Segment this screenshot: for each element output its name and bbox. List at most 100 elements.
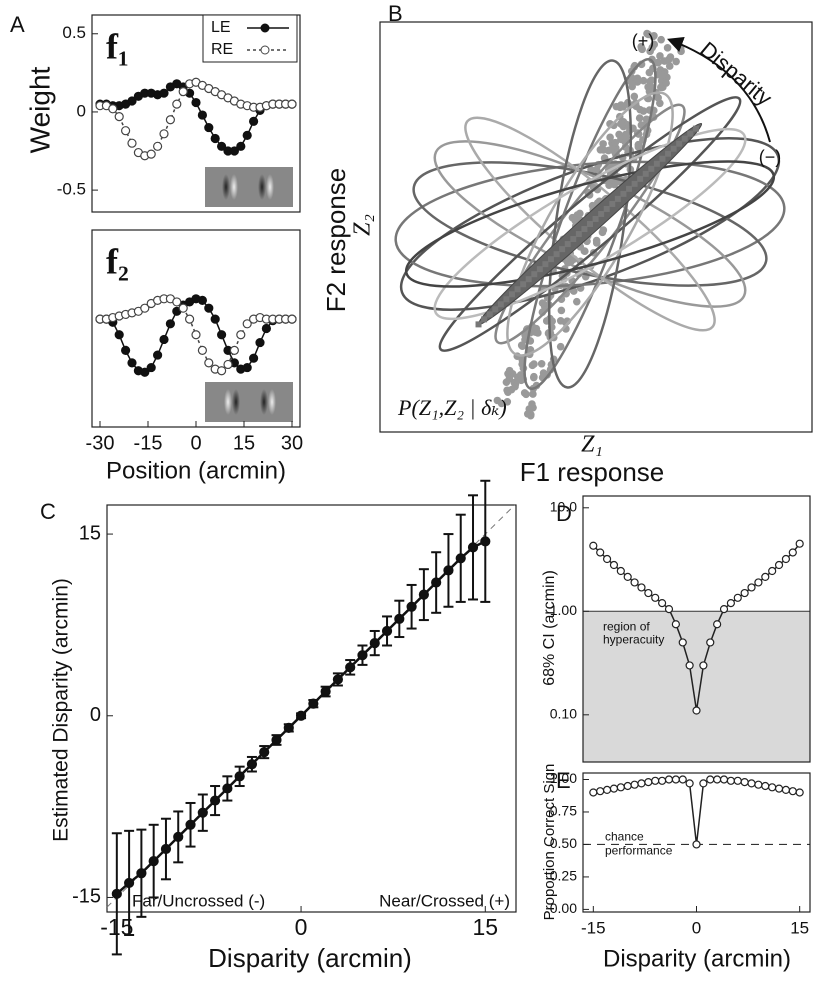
data-point: [128, 359, 136, 367]
data-point: [741, 779, 748, 786]
data-point: [617, 568, 624, 575]
sample-square: [531, 271, 537, 277]
panel-letter: E: [556, 768, 571, 793]
annotation: Near/Crossed (+): [379, 891, 510, 910]
data-point: [174, 832, 183, 841]
data-point: [230, 346, 238, 354]
sample-square: [587, 221, 593, 227]
data-point: [115, 331, 123, 339]
sample-dot: [631, 93, 639, 101]
data-point: [769, 568, 776, 575]
data-point: [173, 100, 181, 108]
sample-dot: [622, 133, 630, 141]
x-axis-label: Disparity (arcmin): [603, 945, 791, 972]
sample-dot: [506, 375, 514, 383]
data-point: [179, 88, 187, 96]
sample-dot: [506, 367, 514, 375]
data-point: [604, 786, 611, 793]
sample-square: [659, 156, 665, 162]
sample-square: [481, 316, 487, 322]
data-point: [624, 573, 631, 580]
panel-title: f₂: [106, 241, 129, 281]
data-point: [590, 789, 597, 796]
data-point: [755, 579, 762, 586]
data-point: [192, 331, 200, 339]
y-axis-label: Proportion Correct Sign: [541, 764, 558, 921]
data-point: [672, 776, 679, 783]
sample-square: [565, 241, 571, 247]
sample-square: [503, 296, 509, 302]
data-point: [659, 600, 666, 607]
sample-square: [620, 191, 626, 197]
data-point: [218, 331, 226, 339]
sample-dot: [613, 103, 621, 111]
data-point: [679, 639, 686, 646]
data-point: [198, 111, 206, 119]
data-point: [247, 760, 256, 769]
x-tick-label: 0: [190, 432, 201, 454]
data-point: [161, 845, 170, 854]
sample-dot: [521, 389, 529, 397]
legend-marker: [261, 24, 269, 32]
data-point: [262, 325, 270, 333]
x-axis-label: Position (arcmin): [106, 457, 286, 484]
data-point: [211, 315, 219, 323]
sample-dot: [525, 405, 533, 413]
y-tick-label: -0.5: [57, 180, 86, 199]
data-point: [617, 784, 624, 791]
x-tick-label: -15: [581, 918, 606, 937]
sample-square: [537, 266, 543, 272]
y-tick-label: 0.5: [62, 23, 86, 42]
sample-dot: [511, 383, 519, 391]
sample-dot: [611, 139, 619, 147]
sample-square: [671, 146, 677, 152]
sample-dot: [654, 59, 662, 67]
inset-filter-2: [205, 382, 293, 422]
y-axis-label: 68% CI (arcmin): [541, 570, 558, 686]
data-point: [198, 296, 206, 304]
sample-square: [687, 131, 693, 137]
data-point: [186, 820, 195, 829]
data-point: [109, 105, 117, 113]
panel-letter: C: [40, 499, 56, 524]
data-point: [714, 621, 721, 628]
sample-dot: [538, 360, 546, 368]
annotation: Far/Uncrossed (-): [132, 891, 265, 910]
panel-letter: A: [10, 12, 25, 37]
annotation: region of: [603, 619, 650, 633]
data-point: [796, 540, 803, 547]
sample-dot: [531, 328, 539, 336]
data-point: [469, 543, 478, 552]
data-point: [597, 549, 604, 556]
data-point: [205, 304, 213, 312]
data-point: [693, 707, 700, 714]
data-point: [224, 360, 232, 368]
data-point: [173, 298, 181, 306]
y-axis-symbol: Z₂: [350, 214, 376, 236]
data-point: [128, 139, 136, 147]
annotation: hyperacuity: [603, 632, 664, 646]
sample-square: [581, 226, 587, 232]
data-point: [776, 562, 783, 569]
sample-square: [526, 276, 532, 282]
data-point: [160, 89, 168, 97]
sample-dot: [529, 362, 537, 370]
data-point: [154, 351, 162, 359]
data-point: [638, 780, 645, 787]
data-point: [250, 354, 258, 362]
sample-dot: [518, 342, 526, 350]
sample-dot: [581, 247, 589, 255]
data-point: [597, 788, 604, 795]
sample-square: [559, 246, 565, 252]
sample-dot: [640, 107, 648, 115]
data-point: [796, 789, 803, 796]
sample-square: [643, 171, 649, 177]
data-point: [309, 699, 318, 708]
sample-square: [598, 211, 604, 217]
data-point: [288, 315, 296, 323]
data-point: [122, 127, 130, 135]
data-point: [645, 779, 652, 786]
sample-square: [637, 176, 643, 182]
sample-square: [554, 251, 560, 257]
data-point: [358, 651, 367, 660]
